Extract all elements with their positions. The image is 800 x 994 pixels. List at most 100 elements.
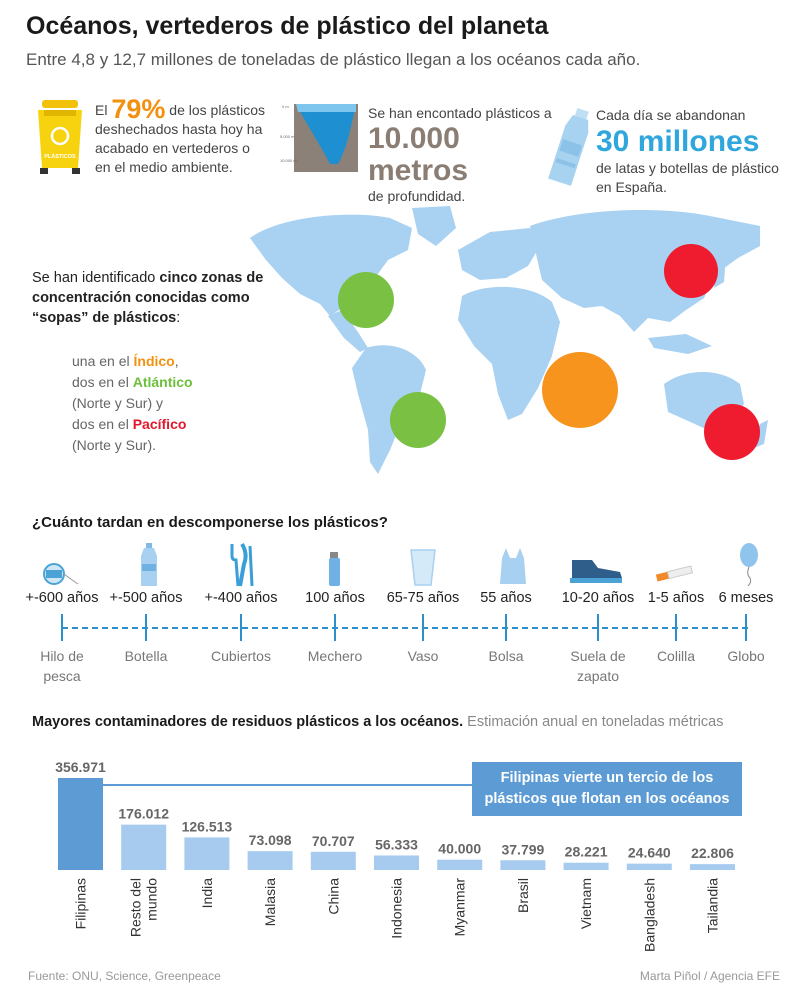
bar-3 [247,851,293,870]
decomp-name-1: Botella [124,648,168,664]
bar-value-label: 22.806 [691,845,734,861]
category-label: Myanmar [452,878,468,937]
continent-europe [458,228,540,280]
polluters-bar-chart: 356.971 Filipinas 176.012 Resto del mundo 126… [55,759,735,952]
timeline-tick [675,614,677,641]
patch-north-pacific [664,244,718,298]
timeline-line [62,627,748,629]
category-label: Resto del mundo [128,878,160,937]
timeline-tick [505,614,507,641]
timeline-tick [422,614,424,641]
ocean-depth-icon: 0 m 5.000 m 10.000 m [280,92,360,172]
bar-value-label: 28.221 [565,844,608,860]
bar-value-label: 126.513 [182,818,233,834]
svg-text:mundo: mundo [144,878,160,921]
decomp-years-8: 6 meses [718,590,774,606]
page-title: Océanos, vertederos de plástico del plan… [26,12,549,40]
decomp-years-1: +-500 años [109,590,183,606]
decomp-name-5: Bolsa [488,648,524,664]
decomp-name-2: Cubiertos [211,648,271,664]
polluters-title: Mayores contaminadores de residuos plást… [32,714,724,730]
svg-text:Tailandia: Tailandia [705,878,721,933]
timeline-tick [597,614,599,641]
ocean-pacifico: Pacífico [132,416,187,432]
philippines-callout: Filipinas vierte un tercio de los plásti… [472,762,742,816]
credit-note: Marta Piñol / Agencia EFE [639,969,780,983]
bar-6 [437,859,483,870]
continent-central-america [328,310,368,352]
patch-south-atlantic [390,392,446,448]
bar-value-label: 70.707 [312,833,355,849]
category-label: Tailandia [705,878,721,933]
category-label: Indonesia [389,878,405,939]
bar-value-label: 56.333 [375,836,418,852]
decomp-name-0: Hilo de pesca [40,648,84,684]
svg-text:Brasil: Brasil [515,878,531,913]
cigarette-icon [655,565,694,582]
ocean-atlantico: Atlántico [132,374,193,390]
bar-2 [184,837,230,870]
continent-north-america [250,214,412,316]
svg-text:China: China [325,878,341,915]
cup-icon [410,549,436,586]
decomp-years-3: 100 años [305,590,365,606]
svg-text:India: India [199,878,215,909]
category-label: Filipinas [73,878,89,929]
cutlery-icon [230,542,254,587]
svg-text:Malasia: Malasia [262,878,278,926]
bin-label: PLÁSTICOS [44,153,76,160]
bar-5 [374,855,419,870]
bar-1 [121,824,167,870]
page-subtitle: Entre 4,8 y 12,7 millones de toneladas d… [26,50,641,69]
continent-asia [530,210,760,332]
continent-africa [458,286,560,420]
landfill-stat: El 79% de los plásticos deshechados hast… [95,94,265,176]
timeline-tick [145,614,147,641]
continent-south-america [352,345,426,474]
category-label: Malasia [262,878,278,926]
decomp-name-3: Mechero [307,648,363,664]
bar-10 [690,864,735,870]
bar-value-label: 73.098 [249,832,292,848]
bar-value-label: 37.799 [501,841,544,857]
lighter-icon [329,552,340,586]
decomp-years-7: 1-5 años [647,590,705,606]
fishing-line-icon [43,563,79,585]
decomp-years-4: 65-75 años [386,590,460,606]
timeline-tick [745,614,747,641]
bottles-value: 30 millones [596,125,760,158]
svg-text:Indonesia: Indonesia [389,878,405,939]
bag-icon [500,548,526,584]
world-map [250,206,768,474]
bottles-stat: Cada día se abandonan 30 millones de lat… [596,106,786,197]
bottle-small-icon [141,543,157,586]
shoe-icon [570,560,622,583]
decomp-years-2: +-400 años [204,590,278,606]
patch-south-pacific [704,404,760,460]
callout-connector [102,784,472,786]
decomp-years-5: 55 años [480,590,532,606]
decomp-years-6: 10-20 años [561,590,635,606]
timeline-tick [61,614,63,641]
svg-text:Vietnam: Vietnam [578,878,594,929]
bar-value-label: 176.012 [118,806,169,822]
depth-scale-10000: 10.000 m [280,158,297,163]
source-note: Fuente: ONU, Science, Greenpeace [28,969,221,983]
bar-4 [310,851,356,870]
category-label: Brasil [515,878,531,913]
bar-value-label: 356.971 [55,759,106,775]
bar-0 [58,778,103,870]
bar-9 [626,863,672,870]
balloon-icon [740,543,758,586]
depth-scale-5000: 5.000 m [280,134,295,139]
bar-7 [500,860,546,870]
zones-list: una en el Índico, dos en el Atlántico (N… [72,353,193,453]
decomposition-title: ¿Cuánto tardan en descomponerse los plás… [32,514,388,531]
category-label: China [325,878,341,915]
decomp-name-8: Globo [727,648,765,664]
decomp-years-0: +-600 años [25,590,99,606]
recycle-bin-icon: PLÁSTICOS [38,100,82,174]
patch-indian [542,352,618,428]
zones-intro: Se han identificado cinco zonas de conce… [32,270,264,326]
svg-text:Resto del: Resto del [128,878,144,937]
